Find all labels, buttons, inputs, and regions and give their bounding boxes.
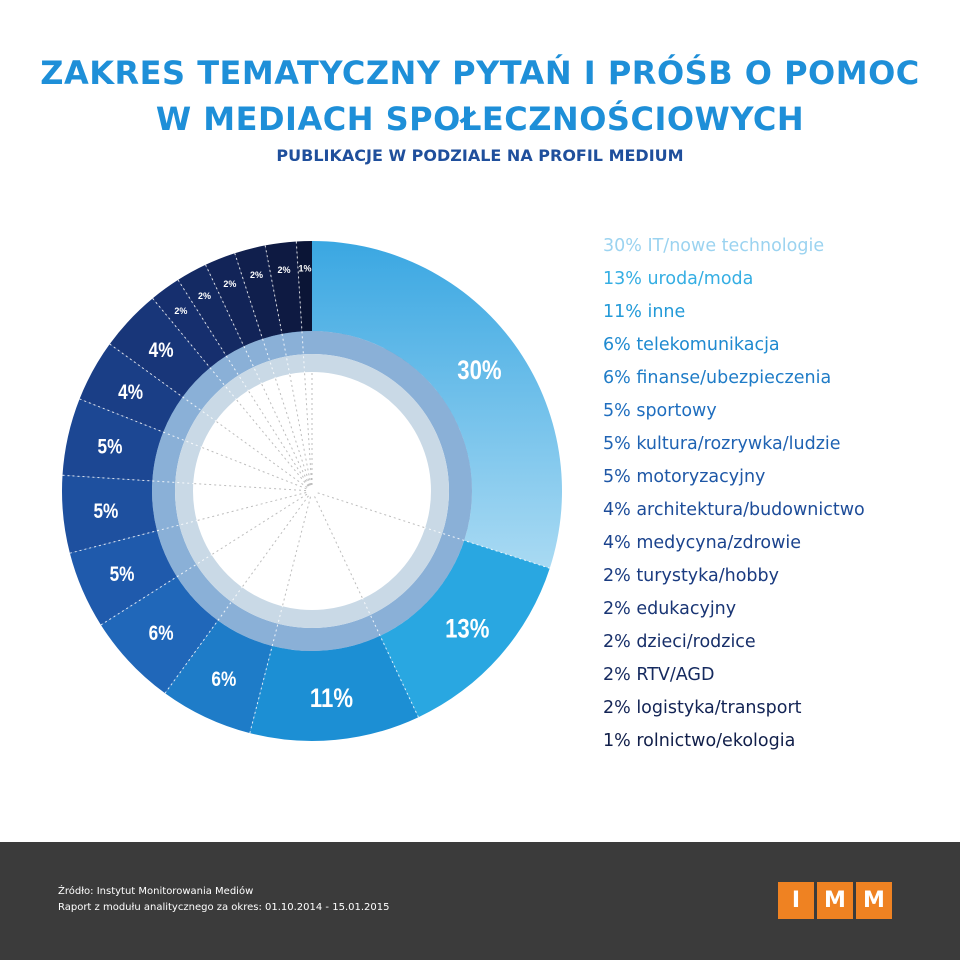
- report-period-text: Raport z modułu analitycznego za okres: …: [58, 902, 390, 913]
- slice-label-13: 2%: [250, 270, 263, 280]
- slice-separator-6: [69, 492, 307, 554]
- legend-item-7: 5% motoryzacyjny: [603, 467, 766, 487]
- legend-item-15: 1% rolnictwo/ekologia: [603, 731, 796, 751]
- legend-item-1: 13% uroda/moda: [603, 269, 754, 289]
- hole-separator-2: [314, 496, 363, 598]
- legend-item-3: 6% telekomunikacja: [603, 335, 780, 355]
- slice-separator-10: [152, 298, 309, 487]
- slice-label-6: 5%: [93, 501, 118, 524]
- hole-separator-8: [202, 447, 307, 490]
- slice-label-2: 11%: [310, 684, 353, 714]
- legend-item-4: 6% finanse/ubezpieczenia: [603, 368, 832, 388]
- logo-letter-i: I: [778, 882, 814, 919]
- legend-item-12: 2% dzieci/rodzice: [603, 632, 756, 652]
- hole-separator-3: [282, 496, 311, 606]
- hole-separator-7: [194, 483, 307, 492]
- chart-legend: 30% IT/nowe technologie 13% uroda/moda 11%…: [603, 232, 865, 760]
- slice-1: [380, 540, 550, 718]
- slice-3: [165, 620, 273, 734]
- slice-8: [79, 344, 183, 433]
- slice-separator-5: [100, 493, 308, 626]
- hole-separator-12: [261, 384, 310, 486]
- hole-separator-11: [248, 391, 310, 487]
- legend-item-9: 4% medycyna/zdrowie: [603, 533, 802, 553]
- slice-label-0: 30%: [457, 356, 501, 386]
- slice-label-10: 2%: [174, 306, 187, 316]
- legend-item-14: 2% logistyka/transport: [603, 698, 802, 718]
- title-line-2: W MEDIACH SPOŁECZNOŚCIOWYCH: [155, 100, 805, 138]
- slice-label-7: 5%: [98, 436, 123, 459]
- legend-item-6: 5% kultura/rozrywka/ludzie: [603, 434, 841, 454]
- logo-letter-m1: M: [817, 882, 853, 919]
- slice-0: [312, 241, 562, 569]
- legend-item-0: 30% IT/nowe technologie: [603, 236, 825, 256]
- inner-ring-shadow: [175, 354, 449, 628]
- footer: Źródło: Instytut Monitorowania Mediów Ra…: [0, 842, 960, 960]
- slice-10: [152, 279, 227, 368]
- slice-label-14: 2%: [278, 265, 291, 275]
- slice-separator-15: [295, 241, 313, 486]
- slice-9: [109, 298, 211, 397]
- slice-12: [205, 253, 263, 347]
- slice-11: [178, 264, 244, 356]
- hole-separator-5: [212, 493, 308, 555]
- slice-5: [69, 530, 177, 625]
- slice-separator-13: [234, 253, 311, 486]
- slice-label-15: 1%: [298, 263, 311, 273]
- slice-separator-9: [109, 343, 308, 488]
- slice-separator-3: [249, 496, 311, 734]
- slice-separator-12: [205, 264, 310, 486]
- title-line-1: ZAKRES TEMATYCZNY PYTAŃ I PRÓŚB O POMOC: [40, 54, 920, 92]
- legend-item-11: 2% edukacyjny: [603, 599, 737, 619]
- slice-6: [61, 475, 158, 554]
- slice-separator-8: [79, 398, 307, 490]
- hole-separator-10: [236, 399, 309, 487]
- slice-label-12: 2%: [223, 279, 236, 289]
- slice-separator-7: [62, 474, 307, 492]
- legend-item-8: 4% architektura/budownictwo: [603, 500, 865, 520]
- slice-2: [249, 635, 419, 741]
- slice-4: [100, 576, 218, 694]
- slice-label-1: 13%: [445, 615, 489, 645]
- slice-7: [62, 398, 164, 481]
- slice-separator-2: [314, 496, 419, 718]
- donut-hole: [194, 373, 430, 609]
- slice-label-3: 6%: [211, 668, 236, 691]
- hole-separator-6: [197, 492, 307, 521]
- logo-letter-m2: M: [856, 882, 892, 919]
- legend-item-10: 2% turystyka/hobby: [603, 566, 779, 586]
- slice-label-9: 4%: [149, 339, 174, 362]
- inner-ring: [152, 331, 472, 651]
- slice-label-11: 2%: [198, 291, 211, 301]
- slice-label-8: 4%: [118, 381, 143, 404]
- page-title: ZAKRES TEMATYCZNY PYTAŃ I PRÓŚB O POMOC …: [0, 50, 960, 142]
- slice-separator-4: [164, 495, 309, 694]
- slice-13: [234, 245, 283, 339]
- legend-item-2: 11% inne: [603, 302, 686, 322]
- hole-separator-9: [216, 421, 308, 488]
- slice-separator-14: [264, 245, 312, 486]
- slice-separator-11: [177, 279, 310, 487]
- hole-separator-15: [304, 373, 313, 486]
- hole-separator-14: [289, 374, 312, 486]
- slice-14: [265, 241, 302, 334]
- source-info: Źródło: Instytut Monitorowania Mediów Ra…: [58, 884, 389, 916]
- source-text: Źródło: Instytut Monitorowania Mediów: [58, 886, 254, 897]
- slice-separator-1: [317, 492, 550, 569]
- hole-separator-4: [242, 495, 309, 587]
- legend-item-13: 2% RTV/AGD: [603, 665, 715, 685]
- legend-item-5: 5% sportowy: [603, 401, 717, 421]
- hole-separator-13: [275, 378, 311, 486]
- donut-chart: 30% 13% 11% 6% 6% 5% 5% 5% 4% 4% 2% 2% 2% 2% 2% 1%: [61, 241, 562, 741]
- slice-label-5: 5%: [110, 563, 135, 586]
- hole-separator-1: [317, 492, 425, 528]
- page-subtitle: PUBLIKACJE W PODZIALE NA PROFIL MEDIUM: [276, 146, 684, 165]
- slice-15: [296, 241, 312, 332]
- slice-label-4: 6%: [149, 623, 174, 646]
